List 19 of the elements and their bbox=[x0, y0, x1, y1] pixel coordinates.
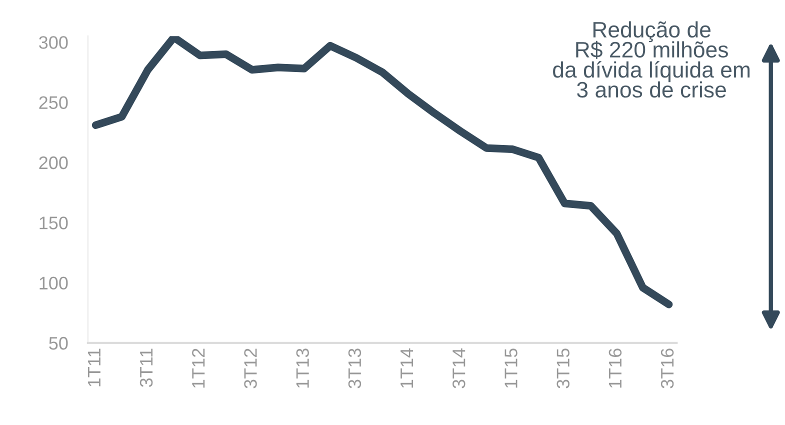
x-tick-label: 1T14 bbox=[400, 348, 414, 388]
y-tick-label: 50 bbox=[49, 336, 68, 350]
x-tick-label: 1T16 bbox=[608, 348, 622, 388]
x-tick-label: 3T11 bbox=[140, 348, 153, 387]
y-tick-label: 250 bbox=[39, 96, 68, 110]
x-tick-label: 1T13 bbox=[296, 348, 309, 388]
y-tick-label: 200 bbox=[39, 156, 68, 170]
x-tick-label: 3T12 bbox=[244, 348, 257, 388]
y-tick-label: 300 bbox=[39, 36, 68, 49]
x-tick-label: 3T15 bbox=[556, 348, 570, 388]
x-tick-label: 3T16 bbox=[660, 348, 674, 388]
x-tick-label: 1T12 bbox=[192, 348, 205, 388]
y-tick-label: 150 bbox=[40, 216, 68, 230]
x-tick-label: 1T11 bbox=[88, 348, 100, 386]
x-tick-label: 3T13 bbox=[348, 348, 362, 388]
x-tick-label: 3T14 bbox=[452, 348, 466, 388]
x-tick-label: 1T15 bbox=[504, 348, 518, 388]
annotation: Redução de R$ 220 milhões da dívida líquida em 3 anos de crise bbox=[553, 21, 750, 98]
y-tick-label: 100 bbox=[40, 276, 68, 290]
